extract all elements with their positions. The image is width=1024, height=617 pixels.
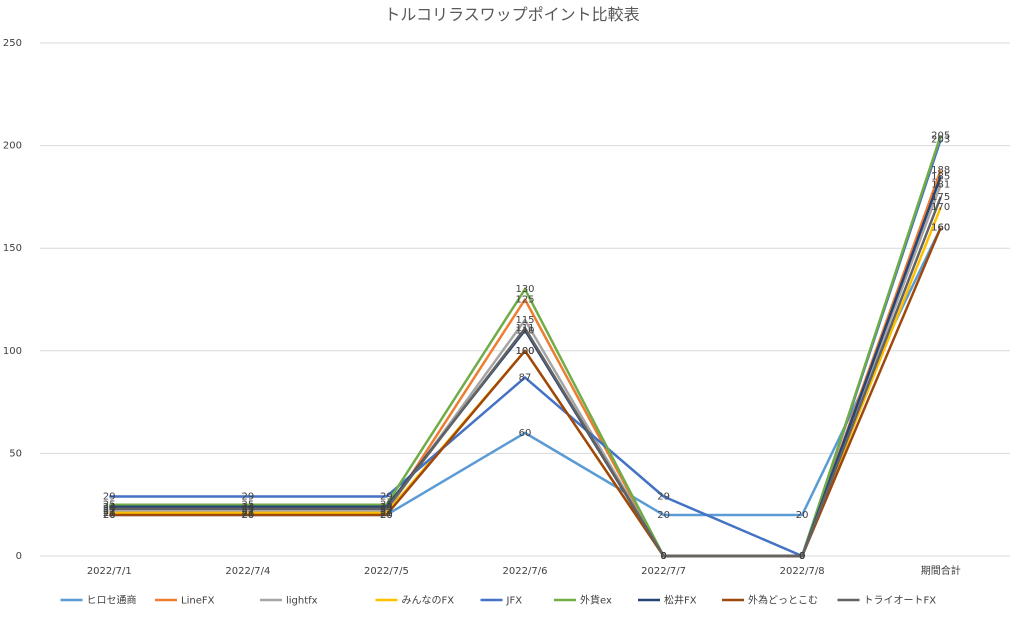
x-tick-label: 2022/7/4 bbox=[225, 566, 270, 577]
data-label: 23 bbox=[241, 504, 254, 515]
data-label: 21 bbox=[103, 508, 116, 519]
data-label: 115 bbox=[515, 315, 534, 326]
data-label: 21 bbox=[103, 508, 116, 519]
legend-label: JFX bbox=[506, 596, 523, 607]
data-label: 20 bbox=[657, 510, 670, 521]
legend-label: lightfx bbox=[286, 596, 318, 607]
legend-label: ヒロセ通商 bbox=[87, 594, 137, 607]
data-label: 20 bbox=[103, 510, 116, 521]
data-label: 181 bbox=[931, 180, 950, 191]
x-tick-label: 2022/7/6 bbox=[503, 566, 548, 577]
y-tick-label: 250 bbox=[3, 38, 22, 49]
data-label: 110 bbox=[515, 325, 534, 336]
data-label: 0 bbox=[660, 551, 666, 562]
data-label: 125 bbox=[515, 295, 534, 306]
data-label: 0 bbox=[660, 551, 666, 562]
data-label: 21 bbox=[241, 508, 254, 519]
data-label: 60 bbox=[519, 428, 532, 439]
data-label: 0 bbox=[799, 551, 805, 562]
legend-label: 外為どっとこむ bbox=[748, 594, 818, 607]
series-lines bbox=[109, 134, 942, 558]
data-label: 0 bbox=[799, 551, 805, 562]
series-line-6 bbox=[109, 175, 942, 558]
data-label: 22 bbox=[241, 506, 254, 517]
data-label: 22 bbox=[103, 506, 116, 517]
x-tick-label: 2022/7/1 bbox=[87, 566, 132, 577]
data-label: 20 bbox=[796, 510, 809, 521]
legend-label: みんなのFX bbox=[402, 595, 455, 607]
y-tick-label: 100 bbox=[3, 346, 22, 357]
data-label: 25 bbox=[241, 500, 254, 511]
data-label: 188 bbox=[931, 165, 950, 176]
data-label: 170 bbox=[931, 202, 950, 213]
data-label: 130 bbox=[515, 284, 534, 295]
y-tick-label: 50 bbox=[9, 448, 22, 459]
data-label: 20 bbox=[103, 510, 116, 521]
y-tick-label: 150 bbox=[3, 243, 22, 254]
data-label: 23 bbox=[380, 504, 393, 515]
x-tick-label: 2022/7/8 bbox=[780, 566, 825, 577]
data-label: 24 bbox=[241, 502, 254, 513]
data-label: 0 bbox=[799, 551, 805, 562]
data-label: 20 bbox=[241, 510, 254, 521]
x-axis-ticks: 2022/7/1 2022/7/4 2022/7/5 2022/7/6 2022/7/7… bbox=[87, 564, 961, 577]
series-line-0 bbox=[109, 227, 942, 517]
data-label: 29 bbox=[657, 491, 670, 502]
series-line-2 bbox=[109, 184, 942, 558]
legend: ヒロセ通商 LineFX lightfx みんなのFX JFX 外貨ex 松井FX 外為どっと… bbox=[60, 594, 937, 607]
data-label: 0 bbox=[660, 551, 666, 562]
data-label: 100 bbox=[515, 346, 534, 357]
data-label: 87 bbox=[519, 372, 532, 383]
data-label: 22 bbox=[380, 506, 393, 517]
data-label: 24 bbox=[380, 502, 393, 513]
data-label: 111 bbox=[515, 323, 534, 334]
data-label: 100 bbox=[515, 346, 534, 357]
data-label: 0 bbox=[799, 551, 805, 562]
data-label: 0 bbox=[660, 551, 666, 562]
y-tick-label: 0 bbox=[16, 551, 22, 562]
data-label: 175 bbox=[931, 192, 950, 203]
data-label: 0 bbox=[799, 551, 805, 562]
legend-label: LineFX bbox=[181, 596, 215, 607]
data-label: 29 bbox=[103, 491, 116, 502]
data-label: 0 bbox=[799, 551, 805, 562]
x-tick-label: 期間合計 bbox=[921, 564, 961, 577]
data-label: 24 bbox=[103, 502, 116, 513]
data-label: 0 bbox=[660, 551, 666, 562]
data-label: 185 bbox=[931, 171, 950, 182]
data-label: 0 bbox=[799, 551, 805, 562]
data-label: 160 bbox=[931, 223, 950, 234]
series-line-1 bbox=[109, 169, 942, 558]
data-label: 21 bbox=[241, 508, 254, 519]
x-tick-label: 2022/7/7 bbox=[641, 566, 686, 577]
data-label: 0 bbox=[660, 551, 666, 562]
legend-label: トライオートFX bbox=[864, 595, 937, 607]
data-label: 21 bbox=[380, 508, 393, 519]
data-label: 23 bbox=[103, 504, 116, 515]
y-axis-ticks: 0 50 100 150 200 250 bbox=[3, 38, 22, 562]
series-line-8 bbox=[109, 196, 942, 558]
legend-label: 松井FX bbox=[664, 594, 697, 607]
data-label: 203 bbox=[931, 134, 950, 145]
data-label: 160 bbox=[931, 223, 950, 234]
data-label: 29 bbox=[380, 491, 393, 502]
data-label: 205 bbox=[931, 130, 950, 141]
data-label: 20 bbox=[241, 510, 254, 521]
data-label: 25 bbox=[103, 500, 116, 511]
data-label: 20 bbox=[380, 510, 393, 521]
x-tick-label: 2022/7/5 bbox=[364, 566, 409, 577]
chart-title: トルコリラスワップポイント比較表 bbox=[384, 5, 639, 24]
data-label: 0 bbox=[799, 551, 805, 562]
data-label: 0 bbox=[660, 551, 666, 562]
legend-label: 外貨ex bbox=[580, 594, 612, 607]
data-label: 21 bbox=[380, 508, 393, 519]
y-tick-label: 200 bbox=[3, 141, 22, 152]
data-label: 25 bbox=[380, 500, 393, 511]
data-label: 20 bbox=[380, 510, 393, 521]
data-label: 29 bbox=[241, 491, 254, 502]
